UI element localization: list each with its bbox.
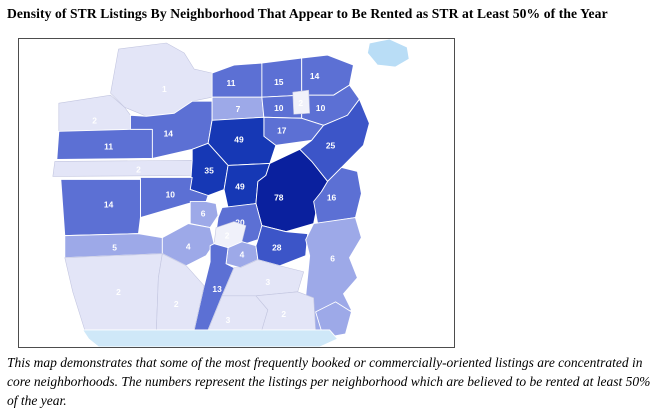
region-forest-hill-value-label: 4 [186, 242, 191, 252]
region-potrero-hill-value-label: 16 [327, 192, 337, 202]
region-outer-sunset [60, 179, 141, 237]
region-noe-valley-value-label: 20 [235, 218, 245, 228]
region-haight [189, 142, 229, 196]
water-strip [82, 329, 338, 347]
region-inner-sunset [139, 176, 209, 219]
region-castro-value-label: 49 [235, 181, 245, 191]
region-bayview [305, 217, 362, 331]
region-inner-richmond-value-label: 14 [164, 128, 174, 138]
region-inner-sunset-value-label: 10 [166, 189, 176, 199]
region-nob-hill-value-label: 10 [274, 103, 284, 113]
region-mission-value-label: 78 [274, 192, 284, 202]
region-north-beach-value-label: 14 [310, 71, 320, 81]
map-caption: This map demonstrates that some of the m… [7, 355, 651, 408]
region-oceanview [156, 253, 205, 331]
region-visitacion-valley-value-label: 2 [281, 309, 286, 319]
region-excelsior-value-label: 3 [266, 277, 271, 287]
region-bernal-heights [255, 225, 309, 267]
region-presidio-value-label: 1 [162, 84, 167, 94]
region-chinatown [292, 89, 310, 115]
region-chinatown-value-label: 2 [298, 98, 303, 108]
region-civic-center-value-label: 17 [277, 125, 287, 135]
region-twin-peaks-value-label: 2 [225, 231, 230, 241]
region-oceanview-value-label: 2 [174, 299, 179, 309]
treasure-island [366, 39, 410, 68]
region-russian-hill-value-label: 15 [274, 77, 284, 87]
region-seacliff-value-label: 2 [92, 115, 97, 125]
region-marina [211, 62, 263, 98]
region-golden-gate-park-value-label: 2 [136, 164, 141, 174]
region-parkside-value-label: 5 [112, 243, 117, 253]
region-lakeshore-value-label: 2 [116, 287, 121, 297]
region-haight-value-label: 35 [204, 165, 214, 175]
region-glen-park-value-label: 4 [240, 250, 245, 260]
choropleth-map: 1 2 11 14 11 15 14 7 10 10 17 2 25 49 2 35 49 78 10 14 16 6 5 2… [18, 38, 455, 348]
region-diamond-heights-value-label: 13 [212, 284, 222, 294]
region-marina-value-label: 11 [227, 78, 236, 88]
page-title: Density of STR Listings By Neighborhood … [7, 6, 608, 21]
region-soma-value-label: 25 [326, 140, 336, 150]
region-pacific-heights-value-label: 7 [236, 104, 241, 114]
region-outer-richmond-value-label: 11 [104, 141, 113, 151]
region-portola-value-label: 3 [226, 315, 231, 325]
region-cole-valley-value-label: 6 [201, 209, 206, 219]
region-western-addition-value-label: 49 [234, 134, 244, 144]
region-downtown-value-label: 10 [316, 103, 326, 113]
region-golden-gate-park [52, 160, 193, 177]
region-bayview-value-label: 6 [330, 254, 335, 264]
region-bernal-heights-value-label: 28 [272, 243, 282, 253]
san-francisco-map-svg: 1 2 11 14 11 15 14 7 10 10 17 2 25 49 2 35 49 78 10 14 16 6 5 2… [52, 39, 410, 347]
region-outer-sunset-value-label: 14 [104, 200, 114, 210]
region-lakeshore [64, 253, 163, 331]
